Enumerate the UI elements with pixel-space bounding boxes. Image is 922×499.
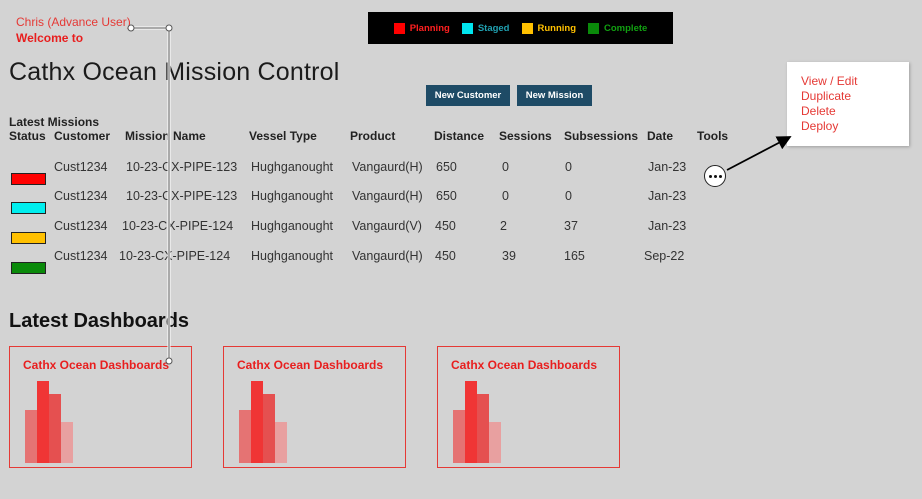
- cell-subsessions: 0: [565, 189, 572, 203]
- thumbnail-bar: [465, 381, 477, 463]
- cell-date: Jan-23: [648, 189, 687, 203]
- thumbnail-bar: [477, 394, 489, 463]
- cell-product: Vangaurd(H): [352, 249, 423, 263]
- legend-label-planning: Planning: [409, 22, 450, 34]
- legend-swatch-complete: [588, 22, 600, 34]
- column-header-date: Date: [647, 129, 674, 143]
- cell-customer: Cust1234: [54, 249, 108, 263]
- column-header-vessel-type: Vessel Type: [249, 129, 317, 143]
- status-indicator-running: [11, 232, 46, 244]
- cell-distance: 650: [436, 189, 457, 203]
- cell-customer: Cust1234: [54, 219, 108, 233]
- cell-vessel-type: Hughganought: [251, 249, 334, 263]
- cell-vessel-type: Hughganought: [251, 219, 334, 233]
- thumbnail-bar: [239, 410, 251, 463]
- latest-dashboards-title: Latest Dashboards: [9, 310, 190, 332]
- menu-item-view-edit[interactable]: View / Edit: [801, 74, 858, 88]
- status-indicator-complete: [11, 262, 46, 274]
- thumbnail-bar: [49, 394, 61, 463]
- page-title: Cathx Ocean Mission Control: [9, 58, 340, 86]
- cell-sessions: 0: [502, 160, 509, 174]
- thumbnail-bar: [263, 394, 275, 463]
- cell-date: Jan-23: [648, 160, 687, 174]
- cell-product: Vangaurd(H): [352, 189, 423, 203]
- legend-item-staged: Staged: [461, 22, 510, 34]
- column-header-customer: Customer: [54, 129, 111, 143]
- cell-subsessions: 165: [564, 249, 585, 263]
- new-customer-button[interactable]: New Customer: [426, 85, 510, 106]
- cell-date: Sep-22: [644, 249, 685, 263]
- thumbnail-bar: [25, 410, 37, 463]
- cell-product: Vangaurd(V): [352, 219, 422, 233]
- cell-customer: Cust1234: [54, 189, 108, 203]
- legend-swatch-planning: [393, 22, 405, 34]
- legend-label-running: Running: [537, 22, 577, 34]
- status-indicator-staged: [11, 202, 46, 214]
- legend-swatch-running: [521, 22, 533, 34]
- user-name: Chris (Advance User): [16, 15, 131, 29]
- menu-item-deploy[interactable]: Deploy: [801, 119, 839, 133]
- cell-vessel-type: Hughganought: [251, 189, 334, 203]
- thumbnail-bar: [251, 381, 263, 463]
- column-header-product: Product: [350, 129, 396, 143]
- cell-mission-name[interactable]: 10-23-CX-PIPE-124: [122, 219, 234, 233]
- dashboard-card-title: Cathx Ocean Dashboards: [23, 358, 170, 372]
- new-mission-button[interactable]: New Mission: [517, 85, 592, 106]
- thumbnail-bar: [37, 381, 49, 463]
- column-header-tools: Tools: [697, 129, 729, 143]
- cell-product: Vangaurd(H): [352, 160, 423, 174]
- dashboard-card-title: Cathx Ocean Dashboards: [451, 358, 598, 372]
- cell-mission-name[interactable]: 10-23-CX-PIPE-123: [126, 160, 238, 174]
- tools-arrow: [726, 136, 792, 171]
- legend-label-staged: Staged: [477, 22, 510, 34]
- cell-mission-name[interactable]: 10-23-CX-PIPE-124: [119, 249, 231, 263]
- cell-subsessions: 0: [565, 160, 572, 174]
- tools-more-icon[interactable]: [704, 165, 726, 187]
- column-header-distance: Distance: [434, 129, 485, 143]
- status-legend: Planning Staged Running Complete: [368, 12, 673, 44]
- cell-customer: Cust1234: [54, 160, 108, 174]
- status-indicator-planning: [11, 173, 46, 185]
- latest-missions-label: Latest Missions: [9, 115, 100, 129]
- legend-item-complete: Complete: [588, 22, 648, 34]
- cell-sessions: 39: [502, 249, 516, 263]
- cell-sessions: 2: [500, 219, 507, 233]
- tools-menu: View / Edit Duplicate Delete Deploy: [787, 62, 909, 146]
- thumbnail-bar: [275, 422, 287, 463]
- legend-label-complete: Complete: [604, 22, 648, 34]
- cell-vessel-type: Hughganought: [251, 160, 334, 174]
- cell-subsessions: 37: [564, 219, 578, 233]
- column-header-subsessions: Subsessions: [564, 129, 639, 143]
- column-header-status: Status: [9, 129, 46, 143]
- cell-distance: 650: [436, 160, 457, 174]
- legend-item-running: Running: [521, 22, 577, 34]
- menu-item-duplicate[interactable]: Duplicate: [801, 89, 852, 103]
- thumbnail-bar: [61, 422, 73, 463]
- cell-distance: 450: [435, 219, 456, 233]
- dashboard-card[interactable]: Cathx Ocean Dashboards: [223, 346, 406, 468]
- cell-distance: 450: [435, 249, 456, 263]
- column-header-sessions: Sessions: [499, 129, 552, 143]
- thumbnail-bar: [453, 410, 465, 463]
- dashboard-card-title: Cathx Ocean Dashboards: [237, 358, 384, 372]
- legend-item-planning: Planning: [393, 22, 450, 34]
- legend-swatch-staged: [461, 22, 473, 34]
- cell-date: Jan-23: [648, 219, 687, 233]
- welcome-text: Welcome to: [16, 31, 84, 45]
- thumbnail-bar: [489, 422, 501, 463]
- dashboard-card[interactable]: Cathx Ocean Dashboards: [437, 346, 620, 468]
- menu-item-delete[interactable]: Delete: [801, 104, 836, 118]
- column-header-mission-name: Mission Name: [125, 129, 206, 143]
- cell-sessions: 0: [502, 189, 509, 203]
- dashboard-card[interactable]: Cathx Ocean Dashboards: [9, 346, 192, 468]
- cell-mission-name[interactable]: 10-23-CX-PIPE-123: [126, 189, 238, 203]
